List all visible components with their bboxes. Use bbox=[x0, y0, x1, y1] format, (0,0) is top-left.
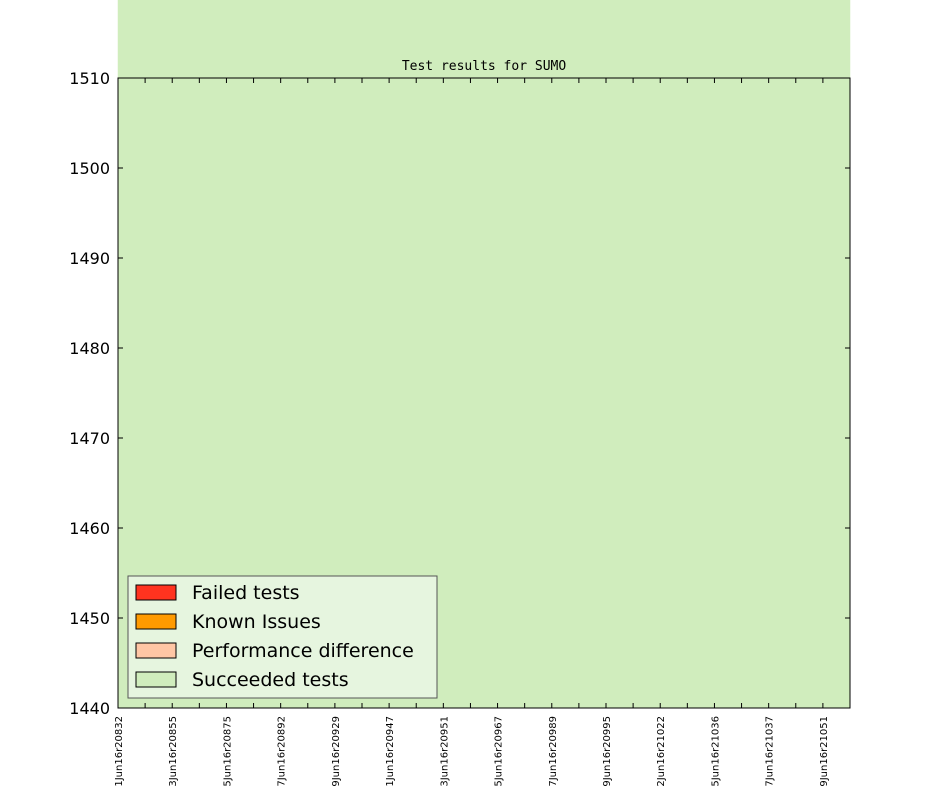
y-tick-label: 1450 bbox=[69, 609, 110, 628]
y-tick-label: 1480 bbox=[69, 339, 110, 358]
legend-swatch bbox=[135, 584, 177, 601]
x-tick-label: 07Jun16r20892 bbox=[277, 716, 288, 787]
x-tick-label: 29Jun16r21051 bbox=[819, 716, 830, 787]
x-tick-label: 05Jun16r20875 bbox=[222, 716, 233, 787]
x-tick-label: 17Jun16r20989 bbox=[548, 716, 559, 787]
y-tick-label: 1500 bbox=[69, 159, 110, 178]
legend-label: Known Issues bbox=[192, 611, 321, 633]
plot-frame bbox=[117, 77, 851, 709]
y-tick-label: 1510 bbox=[69, 69, 110, 88]
legend-label: Failed tests bbox=[192, 582, 300, 604]
y-tick-label: 1460 bbox=[69, 519, 110, 538]
x-tick-label: 19Jun16r20995 bbox=[602, 716, 613, 787]
legend-label: Performance difference bbox=[192, 640, 414, 662]
x-tick-label: 01Jun16r20832 bbox=[114, 716, 125, 787]
x-tick-label: 25Jun16r21036 bbox=[710, 716, 721, 787]
legend-swatch bbox=[135, 613, 177, 630]
x-tick-label: 13Jun16r20951 bbox=[439, 716, 450, 787]
x-tick-label: 09Jun16r20929 bbox=[331, 716, 342, 787]
x-tick-label: 11Jun16r20947 bbox=[385, 716, 396, 787]
x-tick-label: 27Jun16r21037 bbox=[765, 716, 776, 787]
x-tick-label: 22Jun16r21022 bbox=[656, 716, 667, 787]
x-tick-label: 15Jun16r20967 bbox=[494, 716, 505, 787]
y-tick-label: 1470 bbox=[69, 429, 110, 448]
legend-swatch bbox=[135, 671, 177, 688]
y-tick-label: 1440 bbox=[69, 699, 110, 718]
chart-title: Test results for SUMO bbox=[401, 59, 567, 74]
y-tick-label: 1490 bbox=[69, 249, 110, 268]
legend-label: Succeeded tests bbox=[192, 669, 349, 691]
legend: Failed tests Known Issues Performance diff… bbox=[127, 575, 438, 699]
x-tick-label: 03Jun16r20855 bbox=[168, 716, 179, 787]
legend-swatch bbox=[135, 642, 177, 659]
legend-box bbox=[127, 575, 438, 699]
